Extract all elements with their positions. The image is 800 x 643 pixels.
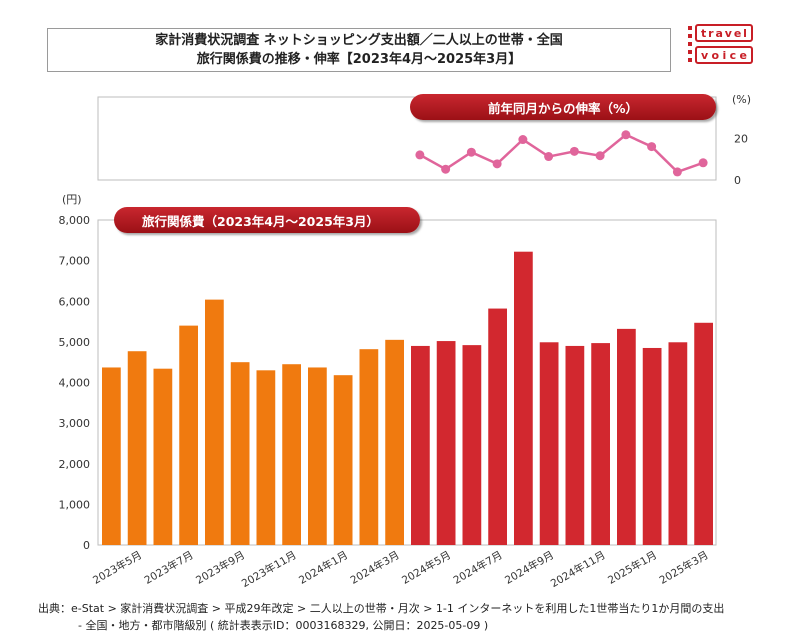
logo-dots — [687, 26, 695, 64]
line-y-axis-unit: (%) — [732, 93, 751, 106]
bar — [230, 362, 250, 545]
bar — [359, 349, 379, 545]
bar — [385, 339, 404, 545]
x-tick-label: 2025年3月 — [657, 548, 711, 586]
growth-rate-point — [621, 130, 631, 140]
bar — [694, 322, 713, 545]
bar — [642, 347, 662, 545]
growth-rate-point — [672, 167, 682, 177]
line-y-tick-label: 0 — [734, 174, 741, 187]
y-tick-label: 1,000 — [59, 498, 91, 511]
bar — [617, 328, 636, 545]
bar — [333, 375, 353, 545]
growth-rate-point — [466, 147, 476, 157]
y-tick-label: 2,000 — [59, 458, 91, 471]
x-tick-label: 2024年3月 — [348, 548, 402, 586]
growth-rate-line — [419, 133, 704, 174]
bar — [462, 345, 482, 545]
bar — [411, 345, 430, 545]
bar — [488, 308, 507, 545]
y-tick-label: 3,000 — [59, 417, 91, 430]
bar — [127, 351, 147, 545]
x-tick-label: 2023年11月 — [239, 548, 298, 590]
y-axis-unit: (円) — [62, 193, 82, 206]
bar — [514, 251, 533, 545]
x-tick-label: 2024年9月 — [503, 548, 557, 586]
x-tick-label: 2024年11月 — [548, 548, 607, 590]
source-line2: - 全国・地方・都市階級別 ( 統計表表示ID：0003168329, 公開日：… — [78, 619, 489, 632]
growth-rate-point — [569, 146, 579, 156]
chart-title-line2: 旅行関係費の推移・伸率【2023年4月～2025年3月】 — [196, 52, 522, 67]
bar — [565, 345, 585, 545]
x-tick-label: 2023年5月 — [91, 548, 145, 586]
chart-title-box: 家計消費状況調査 ネットショッピング支出額／二人以上の世帯・全国 旅行関係費の推… — [47, 28, 671, 72]
x-tick-label: 2024年5月 — [400, 548, 454, 586]
x-tick-label: 2023年7月 — [142, 548, 196, 586]
y-tick-label: 0 — [83, 539, 90, 552]
y-tick-label: 7,000 — [59, 255, 91, 268]
y-tick-label: 5,000 — [59, 336, 91, 349]
growth-rate-title: 前年同月からの伸率（%） — [410, 94, 716, 120]
y-tick-label: 4,000 — [59, 377, 91, 390]
x-tick-label: 2023年9月 — [194, 548, 248, 586]
bar — [539, 342, 559, 545]
growth-rate-point — [518, 135, 528, 145]
line-y-tick-label: 20 — [734, 133, 748, 146]
x-tick-label: 2025年1月 — [606, 548, 660, 586]
chart-title-line1: 家計消費状況調査 ネットショッピング支出額／二人以上の世帯・全国 — [155, 33, 563, 48]
growth-rate-point — [492, 159, 502, 169]
x-tick-label: 2024年1月 — [297, 548, 351, 586]
growth-rate-point — [647, 142, 657, 152]
travel-expense-title: 旅行関係費（2023年4月～2025年3月） — [114, 207, 420, 233]
source-note: 出典：e-Stat > 家計消費状況調査 > 平成29年改定 > 二人以上の世帯… — [38, 600, 788, 634]
bar — [256, 370, 276, 545]
x-tick-label: 2024年7月 — [451, 548, 505, 586]
growth-rate-point — [698, 158, 708, 168]
growth-rate-point — [544, 152, 554, 162]
bar — [205, 299, 224, 545]
bar — [153, 368, 173, 545]
bar — [668, 342, 688, 545]
bar — [179, 325, 198, 545]
growth-rate-point — [415, 150, 425, 160]
bar — [282, 364, 301, 545]
bar — [308, 367, 327, 545]
y-tick-label: 6,000 — [59, 295, 91, 308]
bar — [436, 341, 456, 545]
growth-rate-point — [595, 151, 605, 161]
line-plot-frame — [97, 96, 717, 181]
bar — [591, 343, 610, 545]
growth-rate-point — [441, 164, 451, 174]
bar — [102, 367, 121, 545]
source-line1: 出典：e-Stat > 家計消費状況調査 > 平成29年改定 > 二人以上の世帯… — [38, 602, 725, 615]
y-tick-label: 8,000 — [59, 214, 91, 227]
